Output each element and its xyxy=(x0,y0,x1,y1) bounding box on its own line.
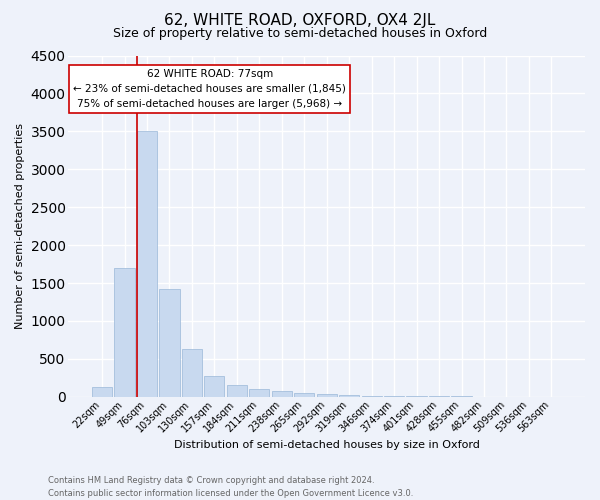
Text: Contains HM Land Registry data © Crown copyright and database right 2024.
Contai: Contains HM Land Registry data © Crown c… xyxy=(48,476,413,498)
Bar xyxy=(406,396,427,397)
Bar xyxy=(272,390,292,397)
Bar xyxy=(227,385,247,397)
Bar xyxy=(317,394,337,397)
Bar xyxy=(92,387,112,397)
Bar xyxy=(339,395,359,397)
Bar xyxy=(160,289,179,397)
Bar xyxy=(182,349,202,397)
Text: 62 WHITE ROAD: 77sqm
← 23% of semi-detached houses are smaller (1,845)
75% of se: 62 WHITE ROAD: 77sqm ← 23% of semi-detac… xyxy=(73,69,346,109)
Bar xyxy=(137,132,157,397)
Bar xyxy=(362,396,382,397)
Y-axis label: Number of semi-detached properties: Number of semi-detached properties xyxy=(15,123,25,329)
Text: Size of property relative to semi-detached houses in Oxford: Size of property relative to semi-detach… xyxy=(113,28,487,40)
Bar xyxy=(115,268,134,397)
Bar xyxy=(384,396,404,397)
Bar xyxy=(204,376,224,397)
X-axis label: Distribution of semi-detached houses by size in Oxford: Distribution of semi-detached houses by … xyxy=(174,440,479,450)
Text: 62, WHITE ROAD, OXFORD, OX4 2JL: 62, WHITE ROAD, OXFORD, OX4 2JL xyxy=(164,12,436,28)
Bar xyxy=(294,392,314,397)
Bar xyxy=(249,389,269,397)
